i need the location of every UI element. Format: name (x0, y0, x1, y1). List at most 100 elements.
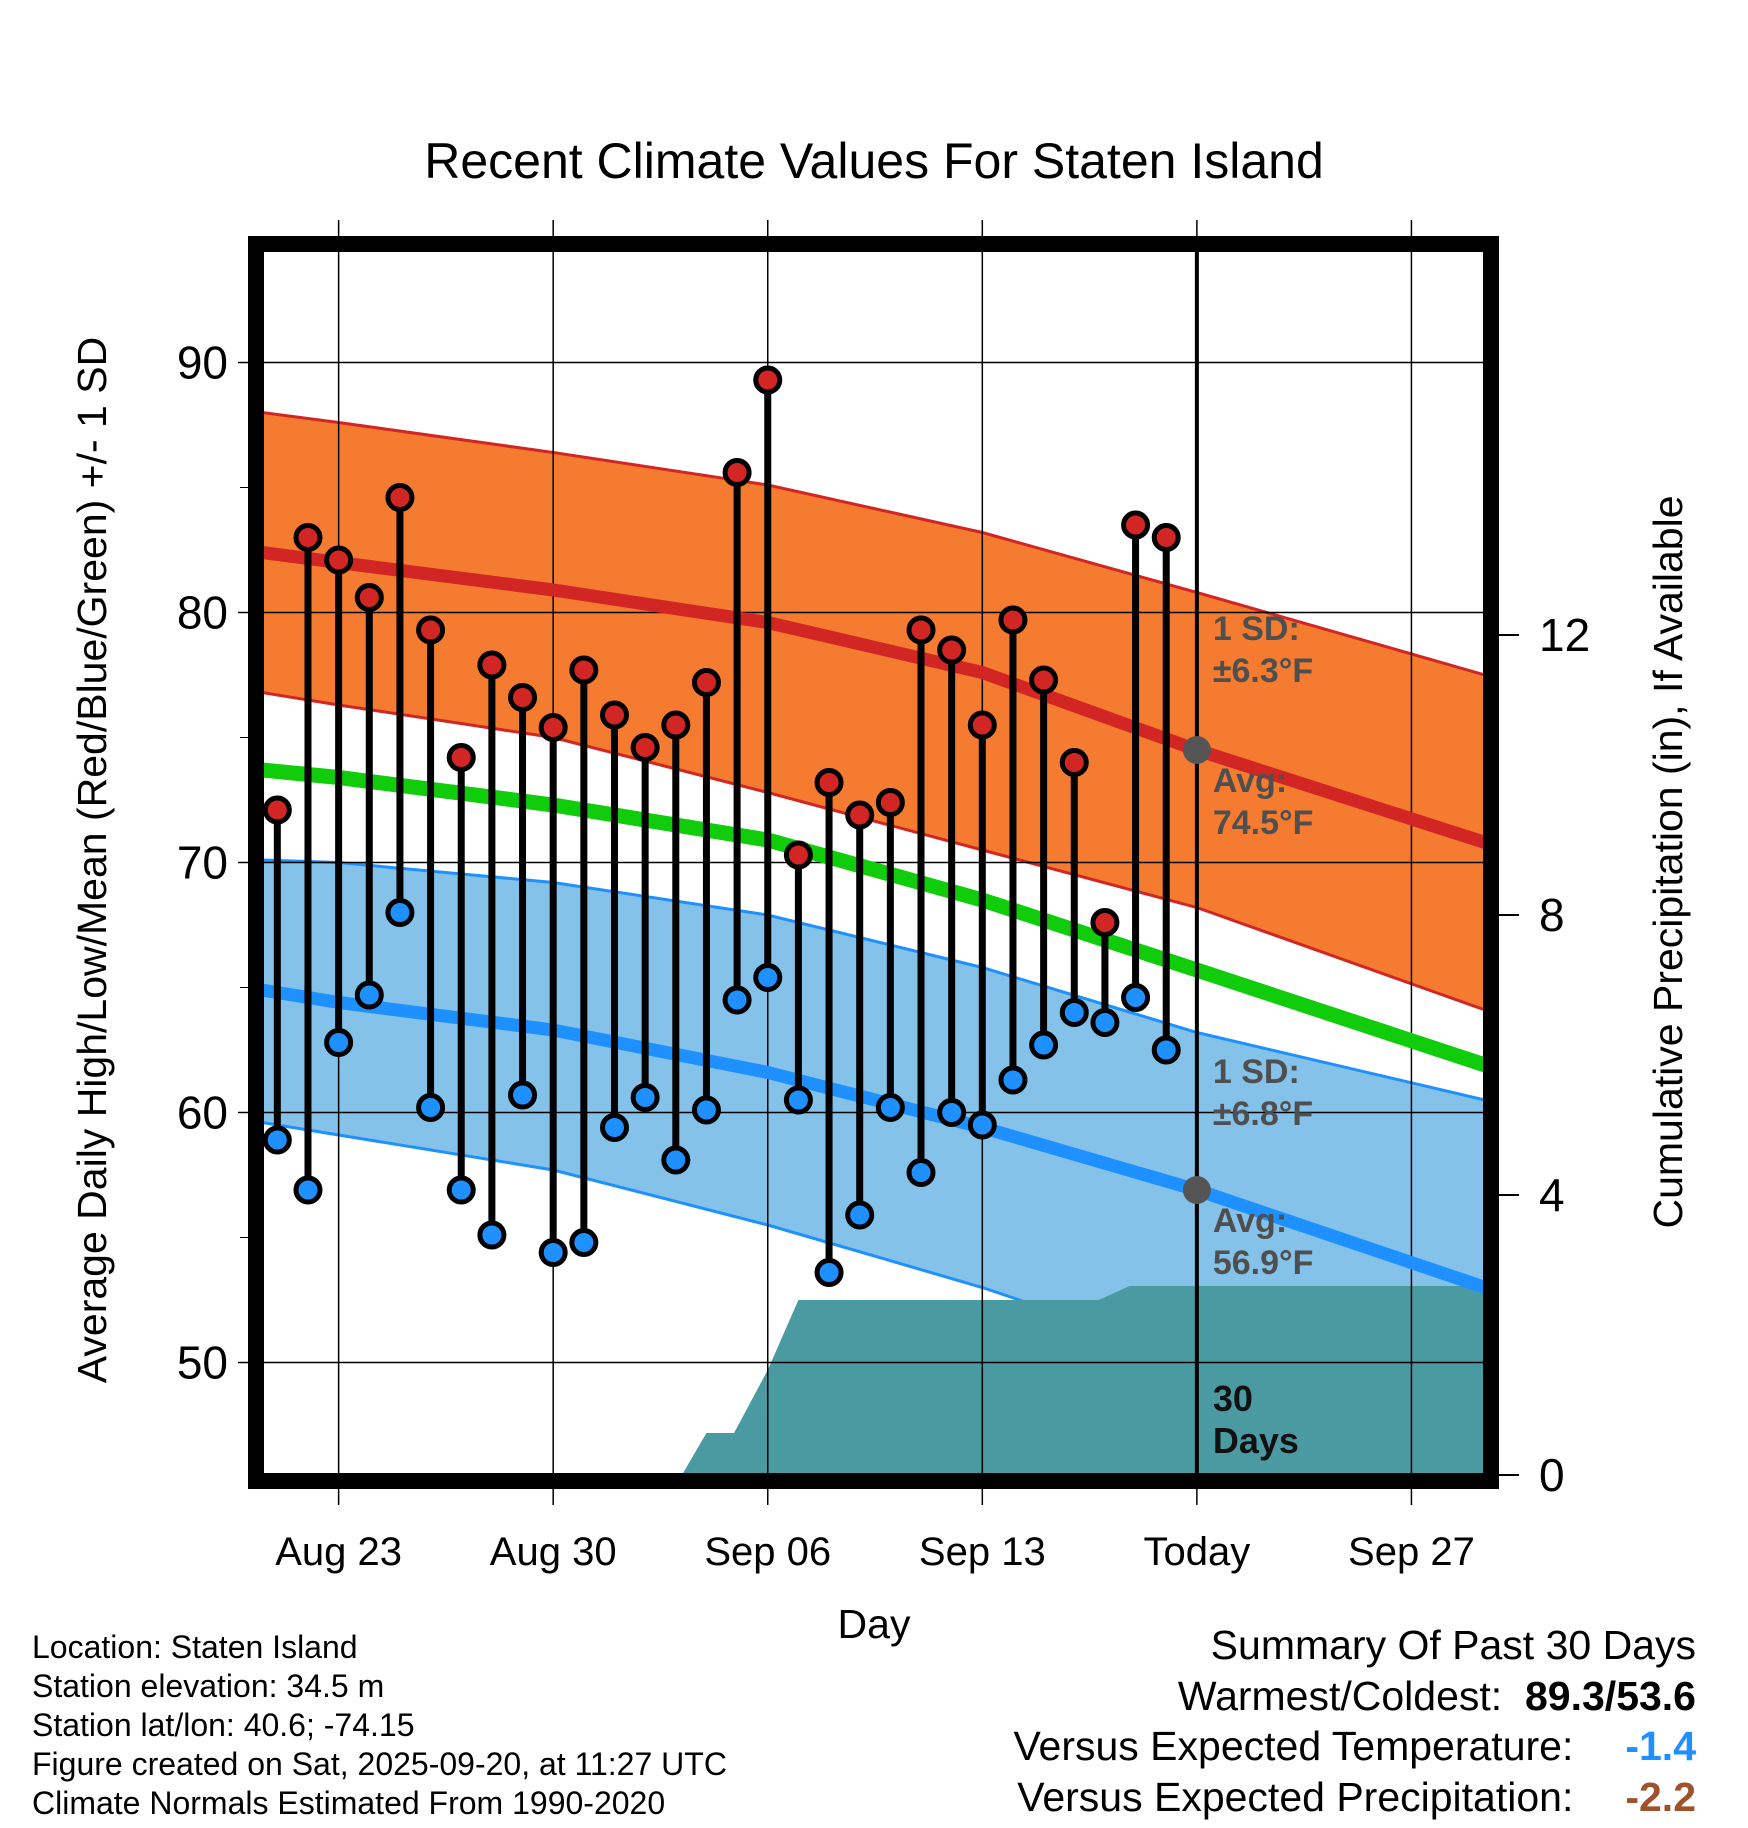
y2-tick-label-12: 12 (1539, 609, 1590, 661)
daily-high-point (722, 458, 752, 487)
daily-high-point (1090, 908, 1120, 937)
daily-low-point (446, 1175, 476, 1205)
daily-high-point (998, 605, 1028, 635)
x-axis-label: Day (838, 1601, 911, 1647)
daily-high-point (538, 713, 568, 742)
warm-cold-separator: / (1604, 1673, 1617, 1719)
plot-frame (248, 236, 1499, 1489)
daily-low-point (385, 898, 415, 927)
daily-low-point (293, 1175, 323, 1205)
low-sd-annotation-line-1: 1 SD: (1213, 1053, 1300, 1091)
annotations: 1 SD: ±6.3°F Avg: 74.5°F 1 SD: ±6.8°F Avg: 56.9… (1182, 610, 1314, 1461)
daily-high-point (875, 788, 905, 817)
daily-high-point (599, 700, 629, 730)
daily-low-point (783, 1085, 813, 1115)
daily-observations (262, 365, 1181, 1287)
daily-low-point (477, 1220, 507, 1250)
daily-high-point (814, 768, 844, 797)
temp-label: Versus Expected Temperature: (1013, 1723, 1574, 1769)
daily-high-point (324, 545, 354, 575)
daily-high-point (783, 840, 813, 870)
y-tick-label-80: 80 (177, 587, 228, 639)
daily-low-point (1090, 1008, 1120, 1037)
daily-high-point (753, 365, 783, 395)
today-low-avg-marker (1182, 1176, 1211, 1204)
daily-low-point (1059, 998, 1089, 1027)
coldest-value: 53.6 (1616, 1673, 1696, 1719)
normals-text: Climate Normals Estimated From 1990-2020 (32, 1785, 666, 1821)
daily-low-point (967, 1110, 997, 1140)
daily-high-point (1059, 748, 1089, 777)
daily-high-point (1121, 510, 1151, 540)
daily-low-point (753, 963, 783, 992)
daily-high-point (1029, 665, 1059, 695)
y2-axis-label: Cumulative Precipitation (in), If Availa… (1645, 495, 1691, 1228)
summary-precipitation: Versus Expected Precipitation: -2.2 (1017, 1774, 1696, 1821)
x-tick-label-30: Today (1143, 1530, 1250, 1574)
daily-low-point (538, 1238, 568, 1267)
daily-low-point (1151, 1035, 1181, 1065)
daily-low-point (599, 1113, 629, 1142)
daily-low-point (1121, 983, 1151, 1012)
daily-low-point (416, 1093, 446, 1122)
daily-high-point (262, 795, 292, 825)
daily-low-point (630, 1083, 660, 1112)
daily-low-point (508, 1080, 538, 1110)
summary-temperature: Versus Expected Temperature: -1.4 (1013, 1723, 1696, 1770)
high-sd-annotation-line-1: 1 SD: (1213, 610, 1300, 648)
warmest-value: 89.3 (1524, 1673, 1605, 1719)
created-text: Figure created on Sat, 2025-09-20, at 11… (32, 1746, 727, 1782)
low-sd-annotation-line-2: ±6.8°F (1213, 1095, 1313, 1133)
daily-low-point (262, 1125, 292, 1155)
daily-low-point (324, 1028, 354, 1057)
daily-high-point (477, 650, 507, 680)
axes: 50 60 70 80 90 0 4 8 12 Aug 23 Aug 30 Sep 06 Sep 13 T… (177, 220, 1590, 1574)
summary-title: Summary Of Past 30 Days (1210, 1622, 1696, 1668)
daily-low-point (998, 1065, 1028, 1095)
daily-high-point (630, 733, 660, 762)
y-axis-label: Average Daily High/Low/Mean (Red/Blue/Gr… (69, 337, 115, 1383)
y-tick-label-50: 50 (177, 1337, 228, 1389)
x-tick-label-16: Sep 06 (704, 1530, 831, 1574)
daily-high-point (937, 635, 967, 665)
y2-tick-label-4: 4 (1539, 1169, 1565, 1221)
warm-cold-label: Warmest/Coldest: (1177, 1673, 1503, 1719)
high-sd-band (262, 412, 1485, 1010)
daily-high-point (293, 523, 323, 552)
precip-window-annotation-line-1: 30 (1213, 1378, 1253, 1419)
latlon-text: Station lat/lon: 40.6; -74.15 (32, 1707, 415, 1743)
low-avg-annotation-line-2: 56.9°F (1213, 1244, 1314, 1282)
daily-high-point (508, 683, 538, 712)
high-sd-annotation-line-2: ±6.3°F (1213, 652, 1313, 690)
daily-low-point (1029, 1030, 1059, 1060)
daily-high-point (845, 800, 875, 830)
elevation-text: Station elevation: 34.5 m (32, 1668, 385, 1704)
daily-high-point (354, 583, 384, 612)
precip-anomaly-value: -2.2 (1625, 1774, 1696, 1820)
y-tick-label-60: 60 (177, 1087, 228, 1139)
summary-warm-cold: Warmest/Coldest: 89.3/53.6 (1178, 1673, 1696, 1720)
x-tick-label-2: Aug 23 (275, 1530, 402, 1574)
daily-low-point (661, 1145, 691, 1175)
x-tick-label-9: Aug 30 (490, 1530, 617, 1574)
daily-low-point (845, 1200, 875, 1230)
daily-high-point (661, 710, 691, 740)
low-avg-annotation-line-1: Avg: (1213, 1202, 1287, 1240)
plot-border (248, 236, 1499, 1489)
daily-low-point (875, 1093, 905, 1122)
high-avg-annotation-line-2: 74.5°F (1213, 804, 1314, 842)
high-avg-annotation-line-1: Avg: (1213, 762, 1287, 800)
y-tick-label-70: 70 (177, 837, 228, 889)
precip-label: Versus Expected Precipitation: (1017, 1774, 1574, 1820)
daily-low-point (722, 985, 752, 1015)
y-tick-label-90: 90 (177, 337, 228, 389)
precipitation-area (262, 1286, 1485, 1475)
daily-low-point (906, 1158, 936, 1187)
y2-tick-label-8: 8 (1539, 889, 1565, 941)
daily-low-point (937, 1098, 967, 1127)
y2-tick-label-0: 0 (1539, 1449, 1565, 1501)
daily-low-point (814, 1258, 844, 1287)
x-tick-label-23: Sep 13 (919, 1530, 1046, 1574)
daily-high-point (416, 615, 446, 645)
